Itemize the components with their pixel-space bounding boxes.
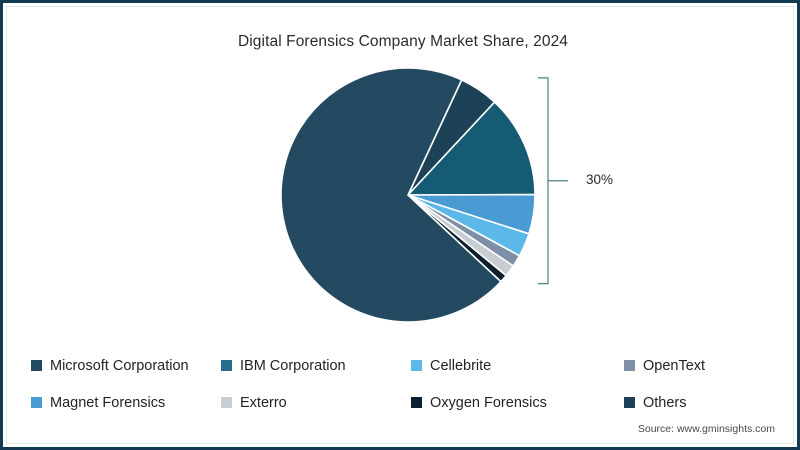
legend-swatch-icon [221,360,232,371]
legend-row: Magnet Forensics Exterro Oxygen Forensic… [31,384,775,421]
pie-slice-group [280,67,536,323]
legend-item-label: IBM Corporation [240,357,346,374]
legend-item-label: Microsoft Corporation [50,357,189,374]
legend-swatch-icon [411,360,422,371]
legend-item-magnet-forensics[interactable]: Magnet Forensics [31,395,221,411]
legend-swatch-icon [411,397,422,408]
pie-slice[interactable] [406,100,536,196]
bracket-shape [538,77,549,285]
page-title: Digital Forensics Company Market Share, … [237,33,569,50]
legend-item-label: Magnet Forensics [50,394,166,411]
legend-swatch-icon [221,397,232,408]
source-attribution: Source: www.gminsights.com [637,423,775,435]
legend-item-oxygen-forensics[interactable]: Oxygen Forensics [411,395,624,411]
legend-item-microsoft-corporation[interactable]: Microsoft Corporation [31,358,221,374]
legend-item-label: Oxygen Forensics [430,394,547,411]
pie-slice[interactable] [280,67,503,323]
legend-swatch-icon [31,397,42,408]
legend-item-label: OpenText [643,357,706,374]
legend-item-label: Others [643,394,687,411]
legend-swatch-icon [624,397,635,408]
legend-item-exterro[interactable]: Exterro [221,395,411,411]
legend-item-opentext[interactable]: OpenText [624,358,774,374]
legend-item-ibm-corporation[interactable]: IBM Corporation [221,358,411,374]
legend-swatch-icon [31,360,42,371]
legend-row: Microsoft Corporation IBM Corporation Ce… [31,347,775,384]
bracket-value-label: 30% [586,171,614,187]
legend-item-cellebrite[interactable]: Cellebrite [411,358,624,374]
pie-chart-svg [280,67,568,323]
pie-chart-area [3,3,797,343]
legend-item-others[interactable]: Others [624,395,774,411]
legend-item-label: Exterro [240,394,287,411]
legend-item-label: Cellebrite [430,357,492,374]
chart-legend: Microsoft Corporation IBM Corporation Ce… [31,347,775,421]
bracket-annotation [538,77,568,285]
legend-swatch-icon [624,360,635,371]
